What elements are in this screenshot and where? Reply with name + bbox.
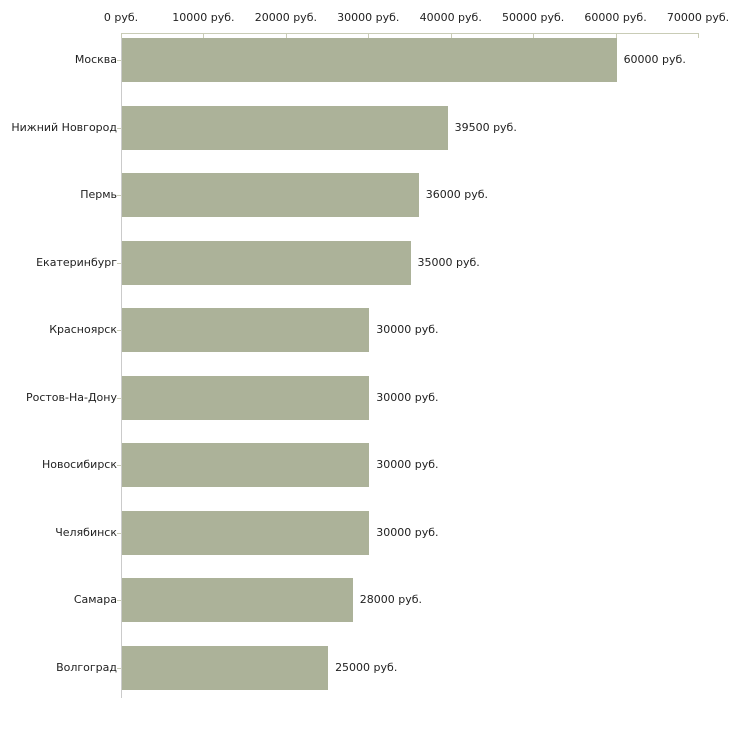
bar	[122, 240, 411, 285]
value-label: 30000 руб.	[376, 525, 439, 539]
category-label: Новосибирск	[41, 458, 117, 471]
value-label: 28000 руб.	[359, 593, 423, 606]
y-axis-line	[121, 33, 122, 698]
y-tick-mark	[117, 128, 121, 129]
x-tick-label: 10000 руб.	[172, 11, 235, 24]
y-tick-mark	[117, 263, 121, 264]
x-tick-mark	[450, 33, 452, 38]
x-tick-label: 70000 руб.	[666, 11, 730, 24]
category-label: Москва	[74, 53, 117, 66]
bar	[122, 645, 329, 690]
value-label: 36000 руб.	[425, 188, 488, 201]
x-tick-mark	[615, 33, 617, 38]
bar	[122, 173, 419, 217]
value-label: 30000 руб.	[376, 390, 439, 404]
x-tick-mark	[121, 33, 122, 38]
category-label: Ростов-На-Дону	[25, 390, 117, 404]
x-tick-label: 30000 руб.	[337, 11, 400, 24]
bar	[122, 443, 370, 487]
x-tick-mark	[368, 33, 370, 38]
value-label: 30000 руб.	[376, 458, 439, 471]
x-tick-mark	[203, 33, 205, 38]
x-tick-label: 0 руб.	[103, 11, 139, 24]
bar	[122, 375, 370, 420]
category-label: Волгоград	[56, 660, 117, 674]
x-tick-label: 60000 руб.	[584, 11, 647, 24]
bar	[122, 38, 617, 82]
category-label: Челябинск	[55, 525, 117, 539]
category-label: Нижний Новгород	[11, 120, 117, 134]
y-tick-mark	[117, 398, 121, 399]
bar	[122, 510, 370, 555]
y-tick-mark	[117, 668, 121, 669]
category-label: Самара	[73, 593, 117, 606]
bar	[122, 105, 448, 150]
value-label: 35000 руб.	[417, 255, 480, 269]
value-label: 39500 руб.	[454, 120, 517, 134]
value-label: 25000 руб.	[335, 660, 398, 674]
category-label: Пермь	[80, 188, 117, 201]
x-tick-label: 50000 руб.	[502, 11, 565, 24]
y-tick-mark	[117, 533, 121, 534]
category-label: Екатеринбург	[36, 255, 117, 269]
y-tick-mark	[117, 60, 121, 61]
category-label: Красноярск	[49, 323, 117, 336]
x-tick-label: 40000 руб.	[419, 11, 482, 24]
y-tick-mark	[117, 600, 121, 601]
x-axis-line	[121, 33, 698, 34]
y-tick-mark	[117, 195, 121, 196]
value-label: 30000 руб.	[376, 323, 439, 336]
bar	[122, 578, 353, 622]
x-tick-label: 20000 руб.	[254, 11, 317, 24]
y-tick-mark	[117, 465, 121, 466]
bar	[122, 308, 370, 352]
value-label: 60000 руб.	[623, 53, 686, 66]
y-tick-mark	[117, 330, 121, 331]
x-tick-mark	[285, 33, 287, 38]
x-tick-mark	[533, 33, 535, 38]
x-tick-mark	[698, 33, 699, 38]
